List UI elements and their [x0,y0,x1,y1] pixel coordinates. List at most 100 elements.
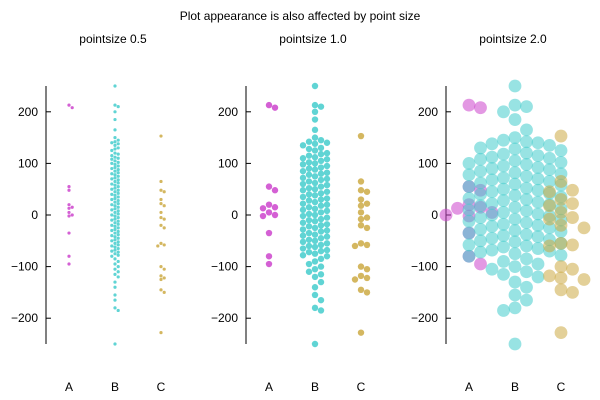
data-point-c [363,200,371,207]
data-point-c [351,242,359,250]
data-point-b [311,284,319,291]
data-point-c [363,289,371,296]
data-point-b [311,126,319,134]
data-point-b [554,144,568,157]
data-point-b [299,187,307,194]
data-point-b [113,140,117,144]
data-point-b [520,252,533,266]
x-tick-label: C [357,380,366,394]
data-point-b [508,212,522,226]
data-point-b [317,209,325,216]
data-point-c [357,202,365,209]
data-point-b [485,173,499,187]
x-tick-label: B [511,380,519,394]
y-tick-label: −100 [411,260,438,274]
data-point-b [113,117,117,122]
data-point-b [485,137,499,151]
data-point-b [311,134,319,141]
data-point-b [113,214,117,218]
data-point-b [299,142,307,149]
data-point-b [110,192,114,196]
data-point-b [113,143,117,147]
panels: pointsize 0.5 −200 −100 0 100 200 A B Cpointsize… [11,32,591,394]
data-point-c [554,218,568,232]
data-point-b [323,214,331,221]
data-point-b [116,240,120,244]
data-point-b [113,293,117,297]
data-point-b [110,182,114,186]
data-point-b [311,147,319,154]
data-point-b [317,228,325,235]
data-point-c [159,277,163,282]
data-point-c [159,215,163,220]
data-point-b [317,271,325,278]
data-point-b [116,195,120,199]
data-point-b [311,211,319,219]
data-point-b [323,221,331,228]
data-point-b [474,164,487,178]
data-point-c [159,288,163,292]
data-point-b [110,166,114,171]
data-point-c [363,214,371,221]
panel-title: pointsize 1.0 [279,32,347,46]
data-point-a [265,201,273,208]
data-point-c [554,129,568,143]
data-point-b [305,197,313,204]
data-point-c [162,267,166,271]
data-point-b [508,275,522,289]
data-point-b [474,234,487,248]
data-point-b [317,247,325,255]
data-point-b [543,163,556,176]
data-point-b [323,169,331,176]
data-point-b [508,288,522,302]
data-point-b [116,188,120,192]
data-point-b [531,230,545,244]
data-point-b [113,176,117,180]
data-point-b [462,180,476,194]
data-point-c [543,239,556,253]
data-point-b [113,190,117,194]
data-point-c [159,265,163,269]
data-point-b [116,167,120,172]
y-tick-label: −200 [211,311,238,325]
data-point-b [508,235,522,249]
data-point-b [311,154,319,161]
data-point-b [520,204,533,218]
data-point-b [299,180,307,188]
data-point-b [116,233,120,237]
data-point-b [474,211,487,224]
data-point-c [363,265,371,273]
data-point-b [116,174,120,178]
data-point-b [110,203,114,207]
data-point-c [159,197,163,202]
data-point-b [116,275,120,279]
data-point-b [110,154,114,158]
data-point-b [462,168,476,182]
y-tick-label: 100 [18,156,38,170]
data-point-b [113,207,117,211]
data-point-b [520,135,533,149]
data-point-a [67,214,71,218]
data-point-c [162,290,166,294]
data-point-b [311,179,319,187]
data-point-a [259,212,267,220]
data-point-b [299,232,307,239]
data-point-b [113,128,117,132]
data-point-b [508,247,522,261]
data-point-b [520,100,533,114]
data-point-b [110,244,114,248]
data-point-b [110,157,114,161]
data-point-b [317,144,325,152]
data-point-b [474,187,487,201]
data-point-c [554,175,568,188]
data-point-b [317,255,325,263]
data-point-b [485,243,499,257]
data-point-b [508,113,522,126]
data-point-c [357,222,365,229]
data-point-c [357,187,365,194]
data-point-b [317,235,325,242]
data-point-b [474,245,487,259]
data-point-b [116,229,120,234]
data-point-b [531,172,545,186]
data-point-b [116,270,120,274]
